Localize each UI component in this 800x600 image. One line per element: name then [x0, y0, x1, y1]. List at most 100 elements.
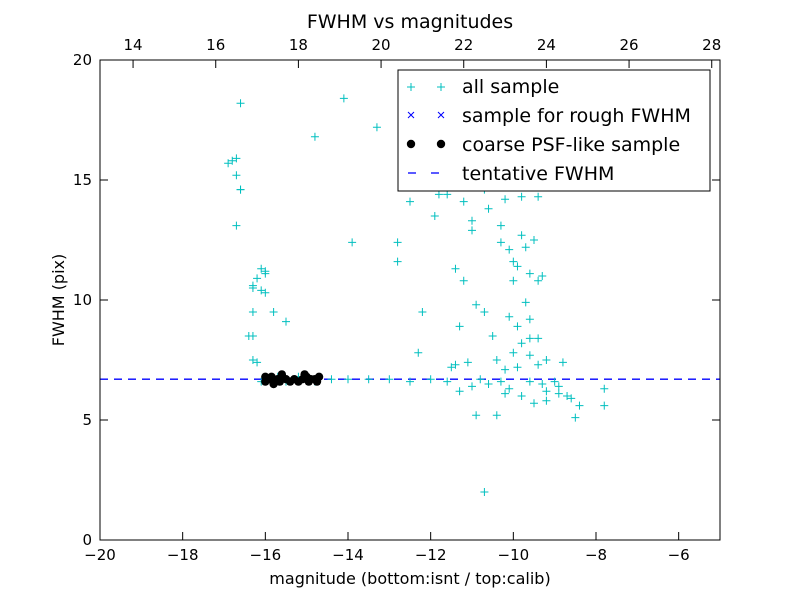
all-sample-point [418, 308, 427, 316]
all-sample-point [525, 269, 534, 278]
all-sample-point [248, 281, 257, 290]
all-sample-point [534, 276, 543, 285]
all-sample-point [558, 358, 567, 367]
all-sample-point [492, 411, 501, 420]
all-sample-point [534, 360, 543, 369]
x-tick-label: −20 [84, 546, 116, 564]
all-sample-point [484, 380, 493, 388]
y-tick-label: 10 [73, 291, 92, 309]
all-sample-point [406, 197, 414, 206]
all-sample-point [517, 192, 526, 201]
all-sample-point [232, 221, 241, 230]
all-sample-point [480, 308, 489, 316]
legend-item-tentative-fwhm: tentative FWHM [408, 163, 614, 185]
top-tick-label: 26 [620, 36, 639, 54]
top-tick-label: 28 [702, 36, 721, 54]
all-sample-point [525, 315, 534, 324]
all-sample-point [530, 399, 538, 408]
coarse-psf-point [267, 372, 276, 381]
coarse-psf-point [300, 370, 309, 379]
top-tick-label: 24 [537, 36, 556, 54]
all-sample-point [496, 221, 505, 230]
all-sample-point [348, 238, 357, 247]
all-sample-point [232, 154, 241, 163]
all-sample-point [501, 195, 510, 204]
all-sample-point [571, 413, 580, 422]
all-sample-point [236, 99, 245, 108]
all-sample-point [248, 356, 257, 364]
all-sample-point [530, 236, 538, 244]
chart-title: FWHM vs magnitudes [307, 11, 513, 33]
all-sample-point [414, 348, 423, 357]
all-sample-point [472, 300, 481, 309]
y-tick-label: 20 [73, 51, 92, 69]
all-sample-point [344, 375, 352, 384]
all-sample-point [501, 365, 510, 374]
axis-ticks: −20 −18 −16 −14 −12 −10 −8 −6 14 16 18 20 22 24 26 28 0 5… [73, 36, 721, 564]
all-sample-point [538, 272, 547, 280]
coarse-psf-point [314, 372, 324, 381]
all-sample-point [339, 94, 348, 103]
legend-item-all-sample: all sample [407, 76, 559, 98]
all-sample-point [459, 276, 468, 285]
all-sample-point [451, 264, 460, 273]
all-sample-point [393, 257, 402, 266]
all-sample-point [542, 356, 551, 364]
all-sample-point [468, 382, 476, 391]
x-tick-label: −6 [668, 546, 690, 564]
all-sample-point [513, 262, 522, 271]
all-sample-point [509, 276, 518, 285]
all-sample-point [476, 375, 485, 384]
all-sample-point [236, 185, 245, 194]
legend-box [397, 69, 711, 192]
all-sample-point [451, 360, 460, 369]
legend-label-tentative-fwhm: tentative FWHM [462, 163, 614, 185]
all-sample-point [385, 375, 394, 384]
all-sample-point [521, 298, 530, 307]
x-tick-label: −10 [498, 546, 530, 564]
all-sample-point [534, 334, 543, 343]
y-tick-label: 15 [73, 171, 92, 189]
legend-marker-cross [407, 111, 445, 119]
all-sample-point [261, 288, 270, 297]
all-sample-point [364, 375, 373, 384]
all-sample-point [517, 392, 526, 400]
all-sample-point [496, 377, 505, 386]
all-sample-point [542, 387, 551, 396]
all-sample-point [563, 392, 572, 400]
all-sample-point [534, 192, 543, 201]
y-tick-label: 0 [82, 531, 92, 549]
x-tick-label: −16 [250, 546, 282, 564]
all-sample-point [505, 245, 514, 254]
all-sample-point [244, 332, 253, 340]
all-sample-point [228, 156, 237, 165]
all-sample-point [372, 123, 381, 132]
all-sample-point [492, 356, 501, 364]
y-tick-label: 5 [82, 411, 92, 429]
plot-area [100, 94, 720, 496]
all-sample-point [554, 382, 563, 391]
x-tick-label: −14 [332, 546, 364, 564]
all-sample-point [509, 257, 518, 266]
legend: all sample sample for rough FWHM coarse … [397, 69, 711, 192]
all-sample-point [513, 363, 522, 372]
all-sample-point [455, 387, 464, 396]
all-sample-point [509, 348, 518, 357]
all-sample-point [538, 380, 547, 388]
coarse-psf-point [275, 377, 284, 386]
legend-marker-plus [407, 83, 445, 91]
all-sample-point [257, 264, 266, 273]
all-sample-point [542, 396, 551, 405]
all-sample-point [310, 132, 319, 141]
all-sample-point [443, 190, 452, 199]
all-sample-point [554, 389, 563, 398]
all-sample-point [468, 216, 476, 225]
all-sample-point [505, 312, 514, 321]
all-sample-point [517, 339, 526, 348]
all-sample-point [484, 204, 493, 213]
top-tick-label: 16 [206, 36, 225, 54]
all-sample-point [600, 384, 609, 393]
all-sample-point [521, 243, 530, 252]
all-sample-point [459, 197, 468, 206]
